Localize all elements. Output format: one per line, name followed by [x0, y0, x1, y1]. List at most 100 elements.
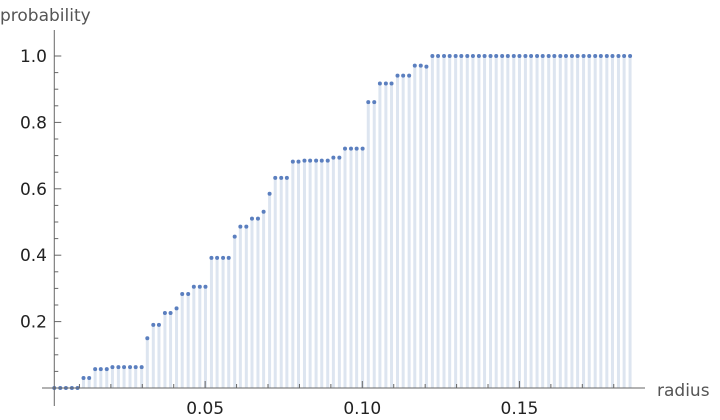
- data-point: [186, 292, 191, 297]
- data-point: [558, 54, 563, 58]
- data-point: [598, 54, 603, 58]
- data-point: [133, 365, 138, 370]
- data-point: [418, 63, 423, 68]
- data-point: [575, 54, 580, 58]
- data-point: [377, 81, 382, 86]
- data-point: [209, 255, 214, 260]
- y-tick-label: 0.2: [20, 313, 47, 333]
- data-point: [412, 63, 417, 68]
- data-point: [610, 54, 615, 58]
- ticks: 0.05 0.10 0.15 0.2 0.4 0.6 0.8 1.0: [20, 47, 615, 419]
- data-point: [215, 255, 220, 260]
- data-point: [110, 365, 115, 370]
- data-point: [407, 73, 412, 78]
- y-tick-label: 0.4: [20, 246, 47, 266]
- data-point: [354, 146, 359, 151]
- data-point: [505, 54, 510, 58]
- y-tick-label: 0.8: [20, 113, 47, 133]
- data-point: [581, 54, 586, 58]
- data-point: [604, 54, 609, 58]
- data-point: [424, 64, 429, 69]
- data-point: [290, 159, 295, 164]
- data-point: [255, 216, 260, 221]
- data-point: [511, 54, 516, 58]
- data-point: [261, 209, 266, 214]
- data-point: [366, 100, 371, 105]
- data-point: [569, 54, 574, 58]
- data-point: [191, 284, 196, 289]
- data-point: [180, 292, 185, 297]
- data-point: [319, 158, 324, 163]
- data-point: [244, 224, 249, 229]
- data-point: [151, 322, 156, 327]
- data-point: [459, 54, 464, 58]
- data-point: [221, 255, 226, 260]
- data-point: [622, 54, 627, 58]
- y-tick-label: 0.6: [20, 180, 47, 200]
- data-point: [488, 54, 493, 58]
- data-point: [529, 54, 534, 58]
- data-point: [81, 376, 86, 381]
- data-point: [563, 54, 568, 58]
- data-point: [494, 54, 499, 58]
- data-point: [447, 54, 452, 58]
- data-point: [453, 54, 458, 58]
- data-point: [302, 158, 307, 163]
- data-point: [156, 322, 161, 327]
- data-point: [337, 155, 342, 160]
- data-point: [197, 284, 202, 289]
- data-point: [476, 54, 481, 58]
- data-point: [174, 306, 179, 311]
- data-point: [331, 155, 336, 160]
- data-point: [128, 365, 133, 370]
- data-point: [383, 81, 388, 86]
- x-tick-label: 0.05: [186, 399, 224, 419]
- data-point: [249, 216, 254, 221]
- data-point: [87, 376, 92, 381]
- data-point: [523, 54, 528, 58]
- data-point: [360, 146, 365, 151]
- data-point: [162, 310, 167, 315]
- stems: [82, 56, 632, 388]
- data-point: [372, 100, 377, 105]
- data-point: [122, 365, 127, 370]
- data-point: [430, 54, 435, 58]
- data-point: [470, 54, 475, 58]
- data-point: [104, 367, 109, 372]
- data-point: [284, 175, 289, 180]
- data-point: [465, 54, 470, 58]
- data-point: [232, 234, 237, 239]
- y-axis-label: probability: [0, 6, 91, 26]
- data-point: [308, 158, 313, 163]
- data-point: [226, 255, 231, 260]
- data-point: [436, 54, 441, 58]
- data-point: [593, 54, 598, 58]
- data-point: [517, 54, 522, 58]
- data-point: [238, 224, 243, 229]
- y-tick-label: 1.0: [20, 47, 47, 67]
- data-point: [98, 367, 103, 372]
- data-point: [395, 73, 400, 78]
- data-point: [296, 159, 301, 164]
- data-point: [168, 310, 173, 315]
- data-point: [552, 54, 557, 58]
- data-point: [482, 54, 487, 58]
- x-tick-label: 0.15: [501, 399, 539, 419]
- data-point: [628, 54, 633, 58]
- data-point: [314, 158, 319, 163]
- points: [52, 54, 633, 390]
- data-point: [343, 146, 348, 151]
- data-point: [116, 365, 121, 370]
- data-point: [145, 336, 150, 341]
- data-point: [139, 365, 144, 370]
- data-point: [616, 54, 621, 58]
- data-point: [540, 54, 545, 58]
- data-point: [93, 367, 98, 372]
- data-point: [442, 54, 447, 58]
- data-point: [203, 284, 208, 289]
- data-point: [535, 54, 540, 58]
- data-point: [267, 191, 272, 196]
- data-point: [325, 158, 330, 163]
- data-point: [401, 73, 406, 78]
